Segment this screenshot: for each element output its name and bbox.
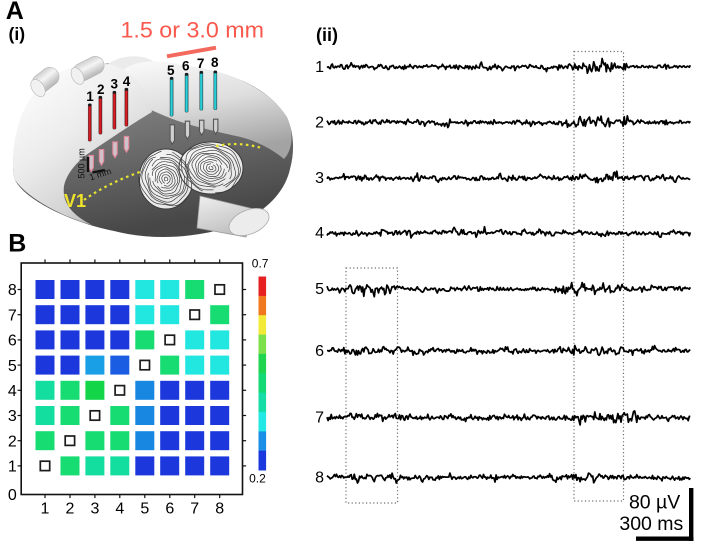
svg-text:3: 3: [8, 408, 17, 425]
svg-text:1.5 or 3.0 mm: 1.5 or 3.0 mm: [121, 18, 265, 43]
svg-text:5: 5: [167, 63, 175, 78]
svg-text:5: 5: [140, 501, 149, 518]
svg-text:B: B: [8, 229, 26, 257]
svg-text:5: 5: [8, 358, 17, 375]
svg-text:1: 1: [8, 459, 17, 476]
svg-text:2: 2: [97, 82, 105, 97]
svg-text:(i): (i): [9, 24, 26, 44]
svg-text:4: 4: [115, 501, 124, 518]
svg-text:7: 7: [8, 307, 17, 324]
svg-text:8: 8: [211, 55, 219, 70]
svg-text:3: 3: [111, 77, 119, 92]
svg-text:3: 3: [315, 170, 324, 187]
svg-text:6: 6: [165, 501, 174, 518]
svg-text:7: 7: [315, 410, 324, 427]
svg-text:2: 2: [8, 433, 17, 450]
svg-text:1: 1: [315, 59, 324, 76]
svg-text:6: 6: [182, 59, 190, 74]
svg-text:2: 2: [315, 115, 324, 132]
svg-text:1: 1: [86, 89, 94, 104]
svg-text:7: 7: [190, 501, 199, 518]
svg-text:300 ms: 300 ms: [619, 513, 683, 535]
svg-text:V1: V1: [64, 191, 86, 211]
svg-text:6: 6: [8, 333, 17, 350]
svg-text:80 µV: 80 µV: [629, 492, 680, 514]
svg-text:500 µm: 500 µm: [77, 148, 87, 178]
svg-text:8: 8: [8, 282, 17, 299]
svg-text:4: 4: [315, 225, 324, 242]
svg-text:2: 2: [66, 501, 75, 518]
svg-text:7: 7: [197, 56, 205, 71]
svg-text:5: 5: [315, 281, 324, 298]
svg-text:0.2: 0.2: [249, 472, 266, 486]
svg-text:0: 0: [8, 487, 17, 504]
svg-text:4: 4: [8, 383, 17, 400]
svg-text:8: 8: [315, 470, 324, 487]
svg-text:8: 8: [215, 501, 224, 518]
svg-text:(ii): (ii): [316, 25, 338, 45]
svg-text:6: 6: [315, 343, 324, 360]
svg-text:4: 4: [123, 74, 131, 89]
svg-text:A: A: [6, 0, 24, 25]
svg-text:3: 3: [90, 501, 99, 518]
svg-text:1: 1: [41, 501, 50, 518]
svg-text:0.7: 0.7: [252, 256, 269, 270]
